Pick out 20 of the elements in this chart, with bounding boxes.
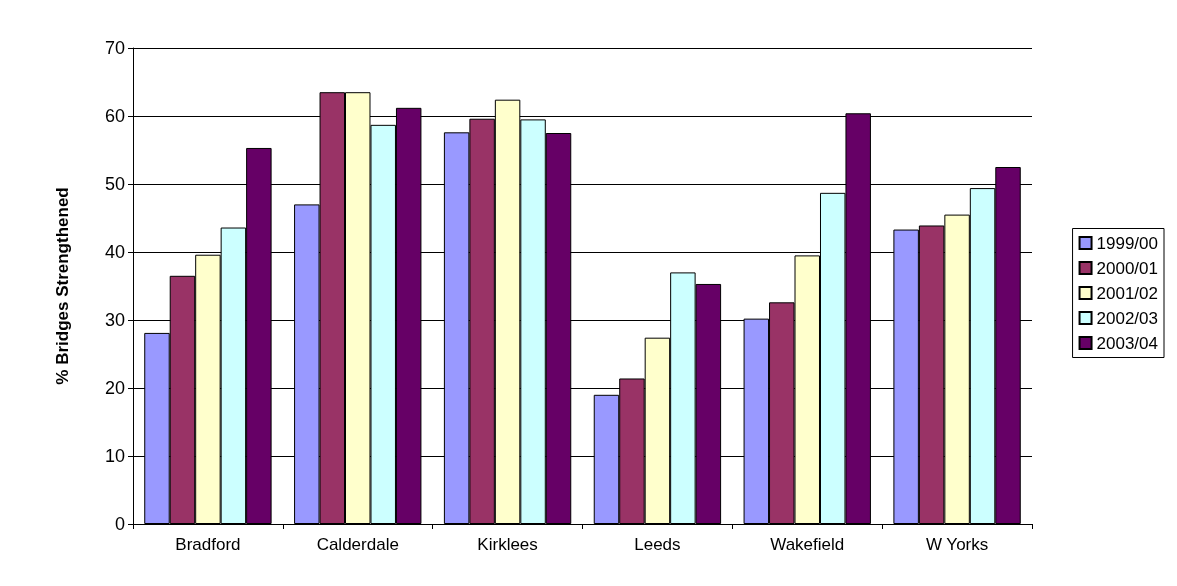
x-tick-label: Calderdale bbox=[316, 535, 399, 554]
x-tick-label: Leeds bbox=[634, 535, 681, 554]
legend-label: 2002/03 bbox=[1096, 308, 1158, 328]
x-tick-label: Kirklees bbox=[477, 535, 538, 554]
x-tick-label: W Yorks bbox=[925, 535, 989, 554]
y-tick-label: 60 bbox=[104, 106, 125, 126]
y-tick-label: 50 bbox=[104, 174, 125, 194]
y-tick-label: 40 bbox=[104, 242, 125, 262]
x-tick-label: Wakefield bbox=[770, 535, 845, 554]
legend-label: 1999/00 bbox=[1096, 233, 1158, 253]
legend-label: 2000/01 bbox=[1096, 258, 1158, 278]
y-tick-label: 0 bbox=[114, 514, 125, 534]
legend-label: 2003/04 bbox=[1096, 333, 1158, 353]
x-tick-label: Bradford bbox=[175, 535, 241, 554]
y-tick-label: 20 bbox=[104, 378, 125, 398]
y-tick-label: 70 bbox=[104, 38, 125, 58]
y-tick-label: 10 bbox=[104, 446, 125, 466]
y-axis-title: % Bridges Strengthened bbox=[53, 187, 72, 385]
legend-label: 2001/02 bbox=[1096, 283, 1158, 303]
y-tick-label: 30 bbox=[104, 310, 125, 330]
